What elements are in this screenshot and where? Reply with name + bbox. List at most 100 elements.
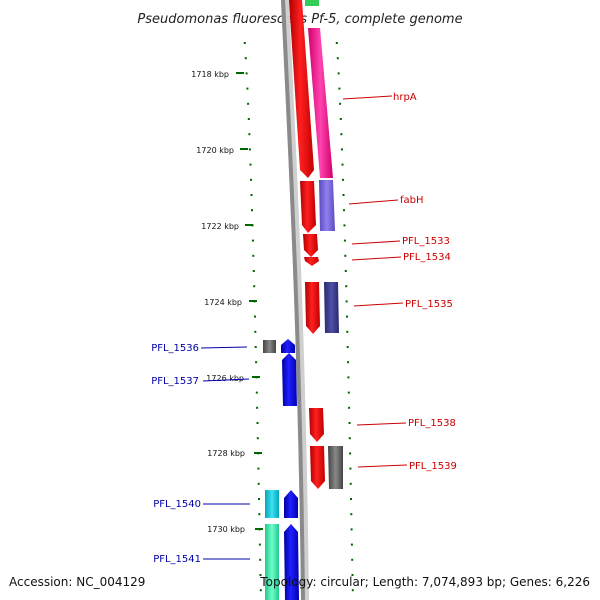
gene-label-PFL_1534[interactable]: PFL_1534 (403, 252, 451, 263)
scale-label-1730: 1730 kbp (207, 525, 245, 534)
right-tick-dot (345, 300, 348, 303)
left-tick-dot (251, 209, 253, 212)
gene-PFL_1533-arrow[interactable] (303, 234, 318, 257)
left-tick-dot (255, 361, 258, 364)
left-tick-dot (248, 133, 251, 136)
right-tick-dot (348, 406, 351, 409)
right-tick-dot (346, 330, 349, 333)
gene-label-PFL_1540[interactable]: PFL_1540 (153, 499, 201, 510)
gene-fabH-arrow[interactable] (300, 181, 316, 233)
left-tick-dot (254, 315, 256, 318)
gene-hrpA-arrow[interactable] (289, 0, 314, 178)
right-tick-dot (347, 361, 350, 364)
gene-PFL_1540-arrow[interactable] (284, 490, 298, 518)
scale-tick-1730 (255, 528, 263, 530)
left-tick-dot (258, 498, 260, 500)
right-tick-dot (351, 558, 354, 561)
right-tick-dot (341, 163, 344, 166)
right-tick-dot (351, 574, 354, 576)
right-tick-dot (351, 589, 354, 592)
scale-label-1724: 1724 kbp (204, 298, 242, 307)
scale-label-1726: 1726 kbp (206, 374, 244, 383)
right-tick-dot (338, 87, 341, 90)
right-tick-dot (342, 194, 345, 196)
gene-PFL_1535-arrow[interactable] (305, 282, 320, 334)
left-tick-dot (245, 72, 248, 75)
right-tick-dot (340, 148, 343, 151)
connector-PFL_1534 (351, 256, 402, 261)
scale-markers: 1718 kbp 1720 kbp 1722 kbp 1724 kbp 1726… (191, 70, 263, 534)
left-tick-dot (243, 42, 246, 44)
right-tick-dot (343, 224, 346, 227)
gene-label-PFL_1533[interactable]: PFL_1533 (402, 236, 450, 247)
right-tick-dot (335, 42, 338, 44)
gene-PFL_1534-arrow[interactable] (304, 257, 319, 266)
left-tick-dot (247, 102, 250, 105)
gene-label-hrpA[interactable]: hrpA (393, 92, 417, 103)
connector-PFL_1538 (356, 422, 407, 426)
label-connectors (200, 95, 408, 560)
left-tick-dot (250, 194, 253, 196)
right-tick-dot (348, 422, 351, 424)
gene-label-PFL_1537[interactable]: PFL_1537 (151, 376, 199, 387)
right-tick-dot (350, 498, 352, 500)
right-tick-column (335, 42, 354, 592)
left-tick-dot (252, 254, 255, 257)
left-tick-dot (253, 285, 256, 288)
connector-PFL_1537 (202, 378, 250, 382)
left-tick-dot (257, 467, 260, 470)
gene-label-fabH[interactable]: fabH (400, 195, 424, 206)
left-tick-dot (258, 513, 261, 516)
left-tick-dot (247, 118, 250, 120)
right-tick-dot (343, 209, 345, 212)
gene-PFL_1539-paralog (328, 446, 343, 489)
connector-PFL_1539 (357, 464, 408, 468)
scale-tick-1722 (245, 224, 253, 226)
right-tick-dot (347, 391, 350, 394)
left-tick-dot (256, 437, 259, 440)
gene-fabH-paralog (319, 180, 335, 231)
gene-PFL_1537-arrow[interactable] (282, 353, 297, 406)
scale-label-1728: 1728 kbp (207, 449, 245, 458)
scale-tick-1724 (249, 300, 257, 302)
gene-label-PFL_1535[interactable]: PFL_1535 (405, 299, 453, 310)
gene-PFL_1535-paralog (324, 282, 339, 333)
gene-PFL_1539-arrow[interactable] (310, 446, 325, 489)
right-tick-dot (339, 118, 342, 120)
connector-fabH (348, 199, 399, 205)
right-tick-dot (349, 452, 352, 455)
left-tick-dot (254, 346, 257, 348)
gene-label-PFL_1541[interactable]: PFL_1541 (153, 554, 201, 565)
connector-PFL_1535 (353, 302, 404, 307)
left-tick-dot (259, 574, 262, 576)
right-tick-dot (346, 315, 348, 318)
connector-hrpA (342, 95, 393, 100)
left-tick-dot (259, 558, 262, 561)
left-tick-dot (252, 270, 255, 272)
gene-label-PFL_1539[interactable]: PFL_1539 (409, 461, 457, 472)
left-tick-dot (255, 391, 258, 394)
gene-top-green (305, 0, 319, 6)
right-tick-dot (347, 376, 350, 379)
topology-text: Topology: circular; Length: 7,074,893 bp… (259, 575, 590, 589)
left-tick-dot (256, 422, 259, 424)
gene-label-PFL_1536[interactable]: PFL_1536 (151, 343, 199, 354)
left-tick-dot (244, 57, 247, 60)
gene-label-PFL_1538[interactable]: PFL_1538 (408, 418, 456, 429)
left-tick-dot (258, 543, 261, 546)
connector-PFL_1536 (200, 346, 248, 349)
left-tick-dot (249, 163, 252, 166)
left-tick-dot (246, 87, 249, 90)
right-tick-dot (339, 102, 342, 105)
gene-PFL_1541-arrow[interactable] (284, 524, 299, 600)
scale-tick-1718 (236, 72, 244, 74)
left-tick-column (243, 42, 262, 592)
gene-PFL_1540-paralog (265, 490, 279, 518)
gene-PFL_1538-arrow[interactable] (309, 408, 324, 442)
scale-label-1718: 1718 kbp (191, 70, 229, 79)
gene-PFL_1536-arrow[interactable] (281, 339, 295, 353)
scale-label-1722: 1722 kbp (201, 222, 239, 231)
scale-tick-1720 (240, 148, 248, 150)
connector-PFL_1533 (351, 240, 401, 245)
